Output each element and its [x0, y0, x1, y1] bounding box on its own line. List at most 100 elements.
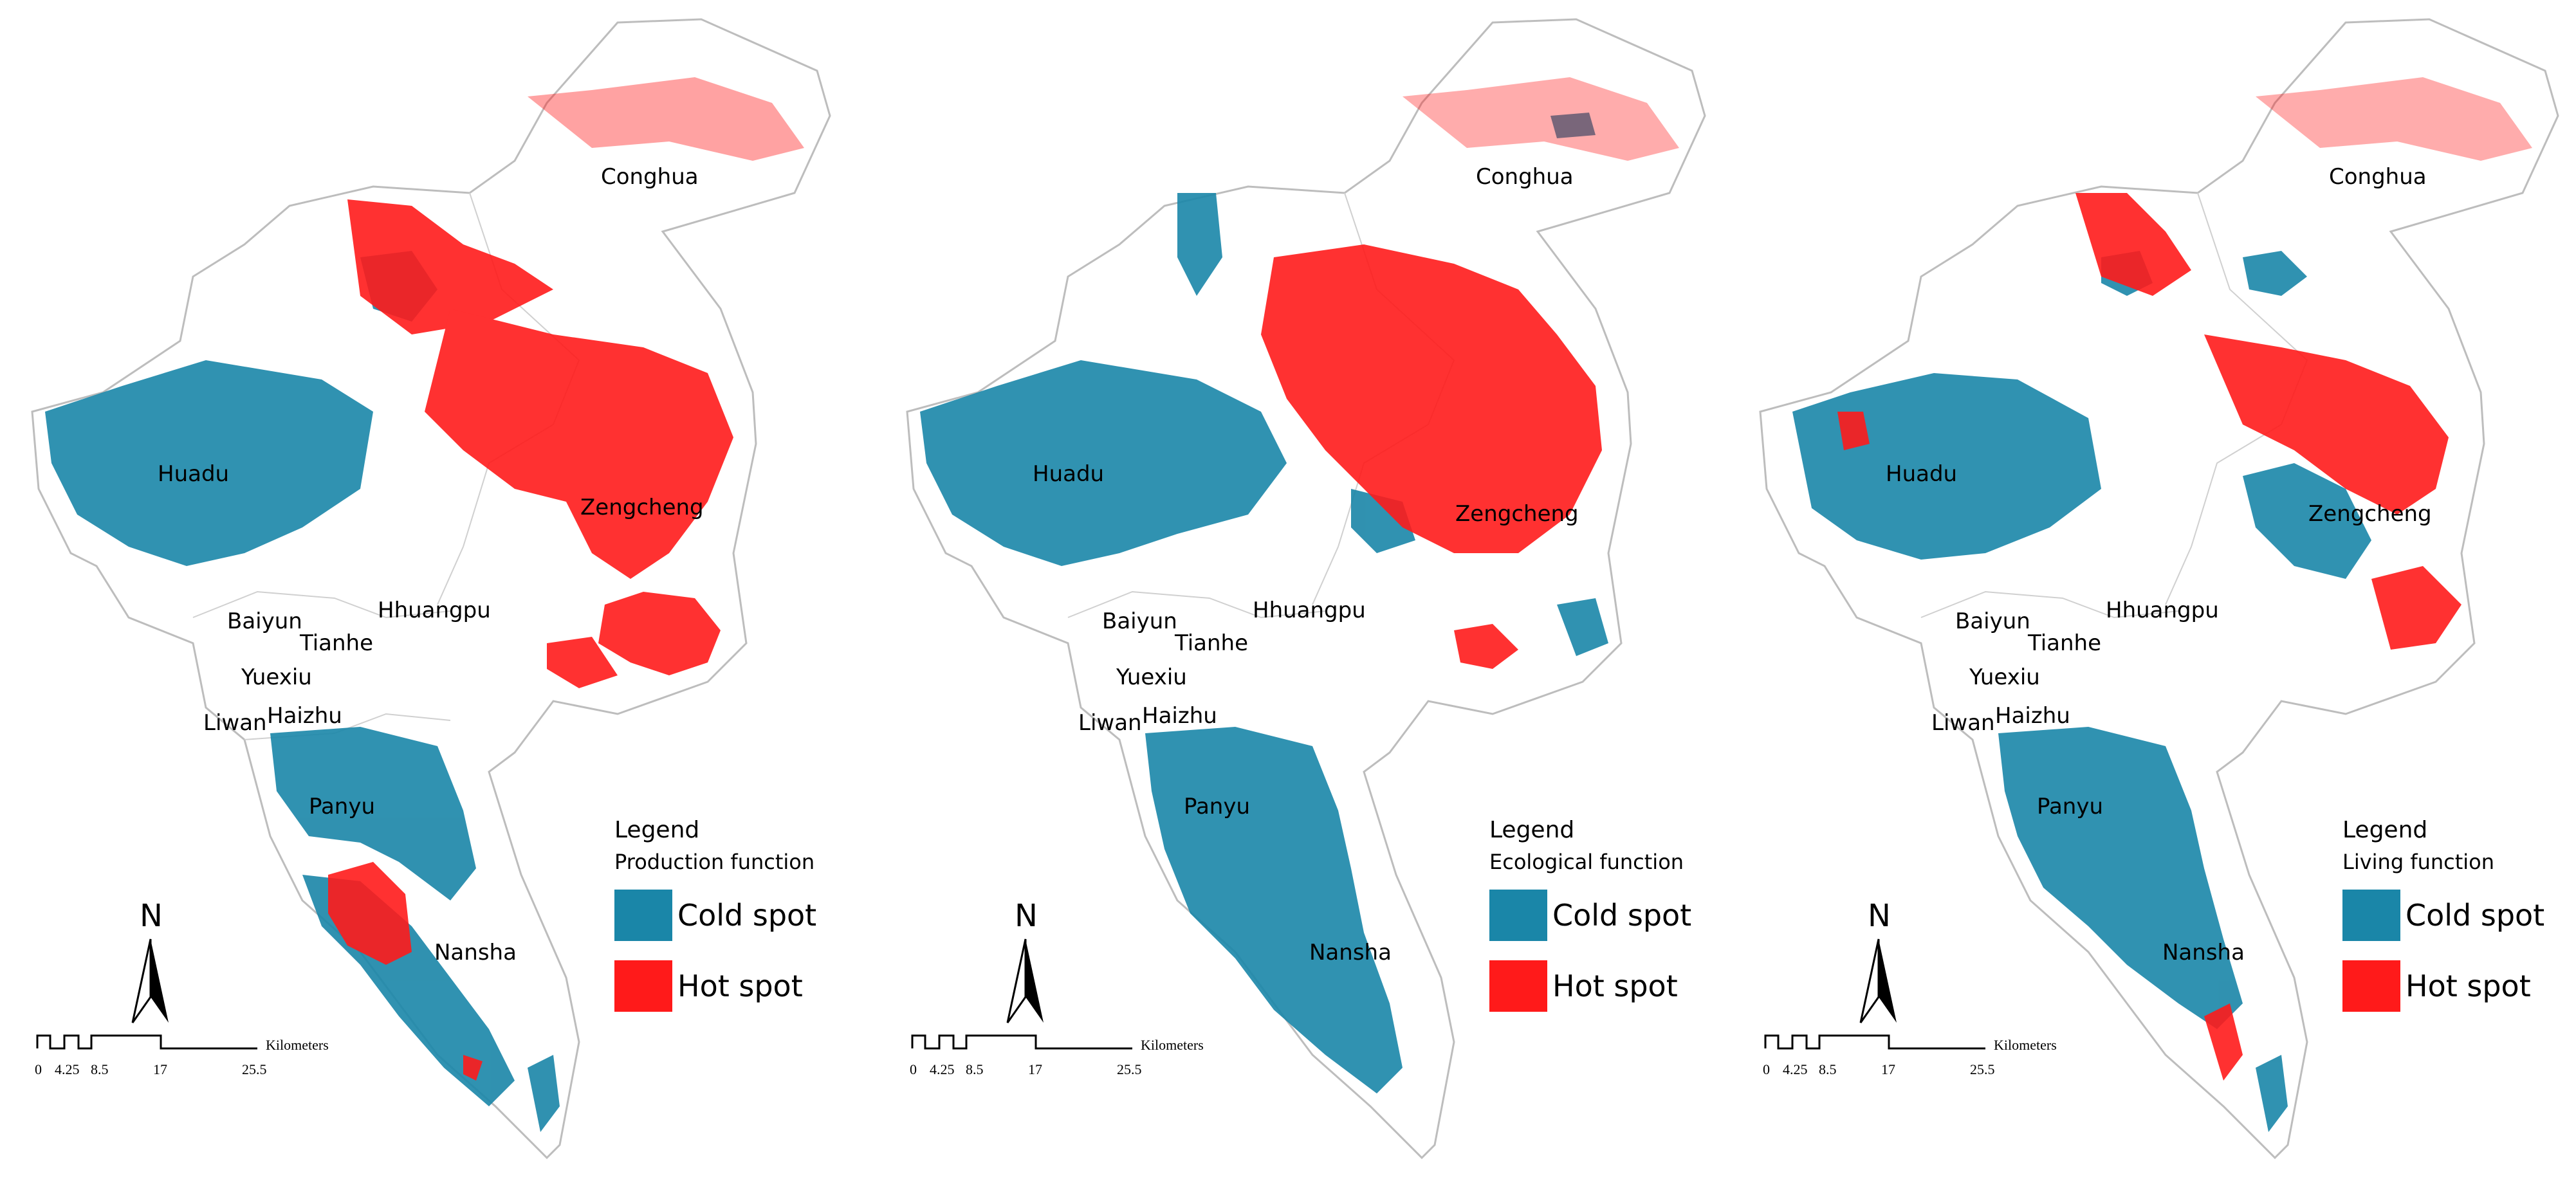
hot-spot-label: Hot spot	[1552, 969, 1678, 1003]
scale-tick-2: 8.5	[91, 1061, 109, 1077]
scale-tick-4: 25.5	[242, 1061, 267, 1077]
legend-title: Legend	[2342, 817, 2428, 843]
district-hhuangpu: Hhuangpu	[378, 598, 491, 623]
hot-spot-label: Hot spot	[2406, 969, 2531, 1003]
district-liwan: Liwan	[1931, 710, 1995, 736]
scale-tick-2: 8.5	[1819, 1061, 1837, 1077]
map-production: Conghua Huadu Zengcheng Baiyun Hhuangpu …	[31, 18, 831, 1160]
scale-tick-0: 0	[35, 1061, 42, 1077]
scale-unit: Kilometers	[1994, 1037, 2057, 1053]
scale-tick-3: 17	[153, 1061, 167, 1077]
district-tianhe: Tianhe	[299, 630, 373, 656]
legend-subtitle: Production function	[614, 850, 815, 874]
scale-tick-0: 0	[1763, 1061, 1770, 1077]
scale-tick-3: 17	[1881, 1061, 1895, 1077]
north-arrow: N	[1859, 898, 1897, 1023]
map-panel-production: Conghua Huadu Zengcheng Baiyun Hhuangpu …	[0, 0, 858, 1179]
district-tianhe: Tianhe	[1174, 630, 1248, 656]
north-arrow: N	[1006, 898, 1044, 1023]
hot-spot-areas	[1837, 77, 2532, 1081]
scale-bar: Kilometers 0 4.25 8.5 17 25.5	[910, 1034, 1204, 1077]
scale-unit: Kilometers	[1141, 1037, 1204, 1053]
district-liwan: Liwan	[1078, 710, 1142, 736]
cold-spot-label: Cold spot	[677, 898, 817, 933]
district-labels: Conghua Huadu Zengcheng Baiyun Hhuangpu …	[158, 164, 704, 965]
scale-tick-4: 25.5	[1117, 1061, 1142, 1077]
district-nansha: Nansha	[2162, 940, 2245, 965]
cold-spot-swatch	[614, 890, 672, 941]
district-liwan: Liwan	[203, 710, 267, 736]
district-nansha: Nansha	[434, 940, 517, 965]
north-label: N	[140, 898, 163, 934]
cold-spot-swatch	[2342, 890, 2400, 941]
district-labels: Conghua Huadu Zengcheng Baiyun Hhuangpu …	[1886, 164, 2432, 965]
district-huadu: Huadu	[1886, 461, 1957, 487]
legend-living: Legend Living function Cold spot Hot spo…	[2342, 817, 2576, 1031]
hot-spot-swatch	[1489, 960, 1547, 1012]
north-arrow: N	[131, 898, 169, 1023]
legend-production: Legend Production function Cold spot Hot…	[614, 817, 885, 1031]
scale-tick-1: 4.25	[1783, 1061, 1808, 1077]
map-living: Conghua Huadu Zengcheng Baiyun Hhuangpu …	[1759, 18, 2559, 1160]
district-zengcheng: Zengcheng	[580, 495, 704, 520]
district-panyu: Panyu	[2037, 794, 2103, 819]
district-yuexiu: Yuexiu	[1969, 664, 2040, 690]
district-zengcheng: Zengcheng	[2308, 501, 2432, 527]
district-hhuangpu: Hhuangpu	[2106, 598, 2219, 623]
district-yuexiu: Yuexiu	[241, 664, 312, 690]
cold-spot-areas	[1792, 251, 2371, 1132]
north-label: N	[1015, 898, 1038, 934]
hot-spot-areas	[1261, 77, 1679, 669]
legend-item-hot: Hot spot	[2342, 960, 2576, 1012]
district-nansha: Nansha	[1309, 940, 1392, 965]
district-labels: Conghua Huadu Zengcheng Baiyun Hhuangpu …	[1033, 164, 1579, 965]
scale-tick-0: 0	[910, 1061, 917, 1077]
legend-subtitle: Living function	[2342, 850, 2495, 874]
scale-unit: Kilometers	[266, 1037, 329, 1053]
district-huadu: Huadu	[1033, 461, 1104, 487]
scale-bar: Kilometers 0 4.25 8.5 17 25.5	[35, 1034, 329, 1077]
district-conghua: Conghua	[2329, 164, 2427, 190]
district-conghua: Conghua	[1476, 164, 1574, 190]
hot-spot-areas	[328, 77, 804, 1081]
district-yuexiu: Yuexiu	[1116, 664, 1187, 690]
legend-item-hot: Hot spot	[1489, 960, 1760, 1012]
scale-tick-2: 8.5	[966, 1061, 984, 1077]
scale-tick-1: 4.25	[55, 1061, 80, 1077]
district-haizhu: Haizhu	[267, 703, 342, 729]
district-panyu: Panyu	[1184, 794, 1250, 819]
hot-spot-swatch	[614, 960, 672, 1012]
district-baiyun: Baiyun	[227, 608, 302, 634]
cold-spot-label: Cold spot	[1552, 898, 1692, 933]
scale-tick-4: 25.5	[1970, 1061, 1995, 1077]
scale-tick-1: 4.25	[930, 1061, 955, 1077]
north-label: N	[1868, 898, 1891, 934]
cold-spot-swatch	[1489, 890, 1547, 941]
district-baiyun: Baiyun	[1102, 608, 1177, 634]
scale-tick-3: 17	[1028, 1061, 1042, 1077]
district-conghua: Conghua	[601, 164, 699, 190]
district-baiyun: Baiyun	[1955, 608, 2030, 634]
district-hhuangpu: Hhuangpu	[1253, 598, 1366, 623]
legend-item-hot: Hot spot	[614, 960, 885, 1012]
district-haizhu: Haizhu	[1142, 703, 1217, 729]
district-zengcheng: Zengcheng	[1455, 501, 1579, 527]
legend-title: Legend	[614, 817, 700, 843]
map-panel-ecological: Conghua Huadu Zengcheng Baiyun Hhuangpu …	[875, 0, 1733, 1179]
map-ecological: Conghua Huadu Zengcheng Baiyun Hhuangpu …	[906, 18, 1706, 1160]
cold-spot-areas	[920, 113, 1608, 1093]
legend-title: Legend	[1489, 817, 1575, 843]
legend-item-cold: Cold spot	[614, 890, 885, 941]
cold-spot-label: Cold spot	[2406, 898, 2545, 933]
hot-spot-swatch	[2342, 960, 2400, 1012]
scale-bar: Kilometers 0 4.25 8.5 17 25.5	[1763, 1034, 2057, 1077]
district-haizhu: Haizhu	[1995, 703, 2070, 729]
district-huadu: Huadu	[158, 461, 229, 487]
legend-ecological: Legend Ecological function Cold spot Hot…	[1489, 817, 1760, 1031]
district-panyu: Panyu	[309, 794, 375, 819]
legend-item-cold: Cold spot	[1489, 890, 1760, 941]
district-tianhe: Tianhe	[2027, 630, 2101, 656]
hot-spot-label: Hot spot	[677, 969, 803, 1003]
map-panel-living: Conghua Huadu Zengcheng Baiyun Hhuangpu …	[1728, 0, 2576, 1179]
legend-item-cold: Cold spot	[2342, 890, 2576, 941]
